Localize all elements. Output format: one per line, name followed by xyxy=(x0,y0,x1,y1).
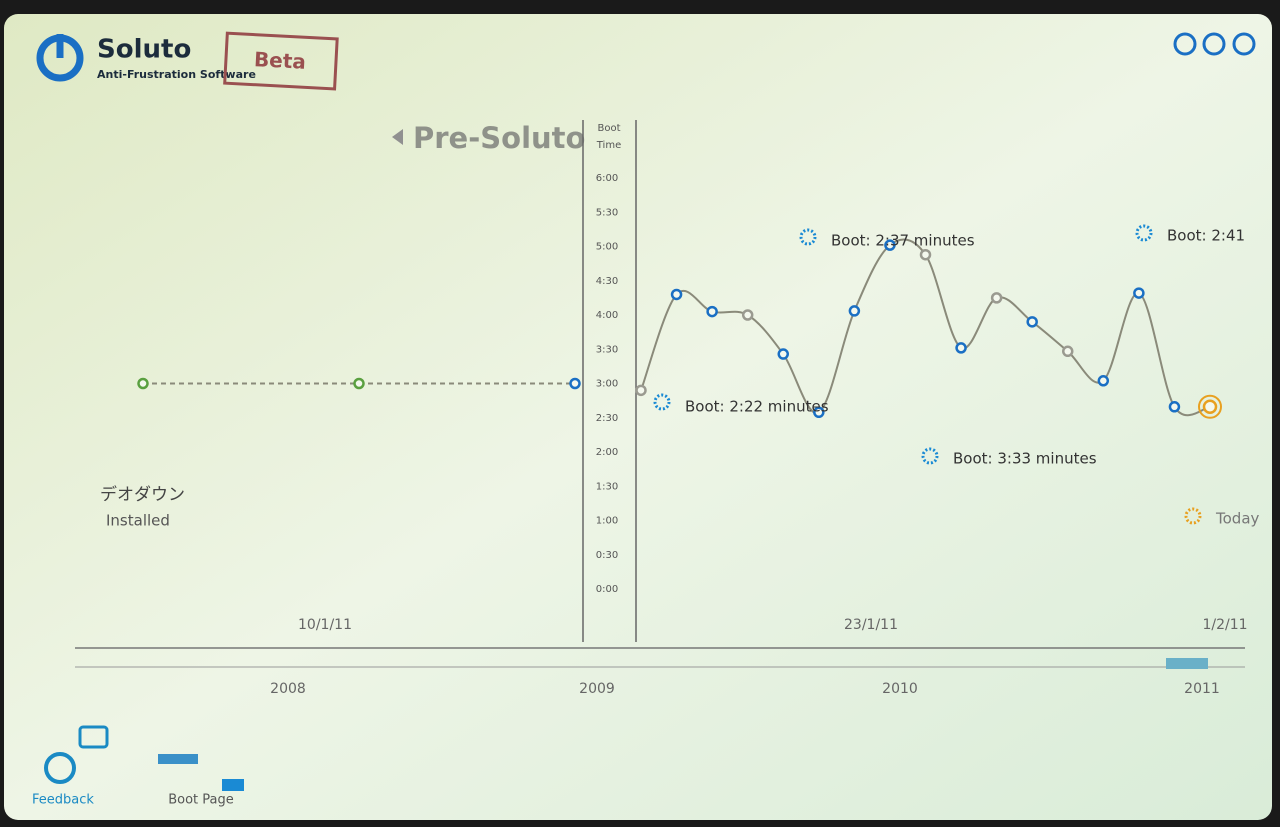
annotation: Boot: 2:22 minutes xyxy=(685,398,829,416)
window xyxy=(4,14,1272,820)
today-ring xyxy=(1198,394,1222,419)
data-point xyxy=(848,305,861,317)
y-tick-label: 1:30 xyxy=(596,481,618,492)
annotation: Boot: 3:33 minutes xyxy=(953,450,1097,468)
data-point xyxy=(1202,399,1218,415)
maximize[interactable] xyxy=(1202,32,1226,56)
data-point xyxy=(1026,316,1038,328)
data-point xyxy=(955,342,967,354)
y-axis-label: Time xyxy=(596,140,621,151)
data-point xyxy=(884,239,896,251)
annotation: Boot: 2:37 minutes xyxy=(831,232,975,250)
section-arrow[interactable] xyxy=(392,129,403,145)
annotation-icon xyxy=(1135,224,1153,242)
app-entry-name: デオダウン xyxy=(100,484,185,505)
annotation-icon xyxy=(799,228,817,246)
year-label: 2011 xyxy=(1184,681,1220,697)
year-label: 2009 xyxy=(579,681,615,697)
y-tick-label: 2:30 xyxy=(596,413,618,424)
logo xyxy=(36,34,84,82)
annotation-icon xyxy=(921,447,939,465)
y-tick-label: 4:00 xyxy=(596,310,618,321)
year-label: 2008 xyxy=(270,681,306,697)
date-label: 1/2/11 xyxy=(1202,617,1247,633)
data-point xyxy=(990,292,1003,304)
beta-stamp: Beta xyxy=(223,31,339,91)
data-point xyxy=(670,288,683,301)
y-tick-label: 6:00 xyxy=(596,173,618,184)
close[interactable] xyxy=(1232,32,1256,56)
badge: Beta xyxy=(253,47,306,74)
data-point xyxy=(919,248,932,261)
timeline-scrubber[interactable] xyxy=(1166,658,1208,669)
data-point xyxy=(1062,345,1074,358)
y-tick-label: 3:30 xyxy=(596,344,618,355)
app-entry-status: Installed xyxy=(106,512,170,530)
boot-page-button[interactable]: Boot Page xyxy=(158,754,244,808)
section-title: Pre-Soluto xyxy=(413,121,585,155)
date-label: 10/1/11 xyxy=(298,617,352,633)
y-tick-label: 5:30 xyxy=(596,207,618,218)
annotation: Boot: 2:41 xyxy=(1167,227,1245,245)
y-axis-label: Boot xyxy=(597,123,620,134)
annotation-icon xyxy=(653,393,671,411)
y-tick-label: 4:30 xyxy=(596,276,618,287)
y-tick-label: 3:00 xyxy=(596,379,618,390)
annotation: Today xyxy=(1215,510,1260,528)
data-point xyxy=(137,377,149,390)
data-point xyxy=(635,384,647,397)
date-label: 23/1/11 xyxy=(844,617,898,633)
feedback-label: Feedback xyxy=(32,793,94,808)
data-point xyxy=(813,406,825,419)
feedback-button[interactable]: Feedback xyxy=(32,725,109,808)
y-tick-label: 2:00 xyxy=(596,447,618,458)
annotation-icon xyxy=(1184,507,1202,525)
app-tagline: Anti-Frustration Software xyxy=(97,68,256,81)
data-point xyxy=(353,377,365,390)
y-tick-label: 5:00 xyxy=(596,242,618,253)
data-point xyxy=(777,348,789,360)
minimize[interactable] xyxy=(1173,32,1197,56)
data-point xyxy=(569,377,581,390)
data-point xyxy=(1097,375,1110,387)
y-tick-label: 0:00 xyxy=(596,584,618,595)
data-point xyxy=(706,305,718,318)
data-point xyxy=(1133,287,1145,299)
y-tick-label: 0:30 xyxy=(596,550,618,561)
window-controls xyxy=(1173,32,1256,56)
boot-page-label: Boot Page xyxy=(168,793,234,808)
data-point xyxy=(741,309,754,321)
y-tick-label: 1:00 xyxy=(596,516,618,527)
year-label: 2010 xyxy=(882,681,918,697)
app-name: Soluto xyxy=(97,35,191,65)
data-point xyxy=(1168,401,1181,413)
